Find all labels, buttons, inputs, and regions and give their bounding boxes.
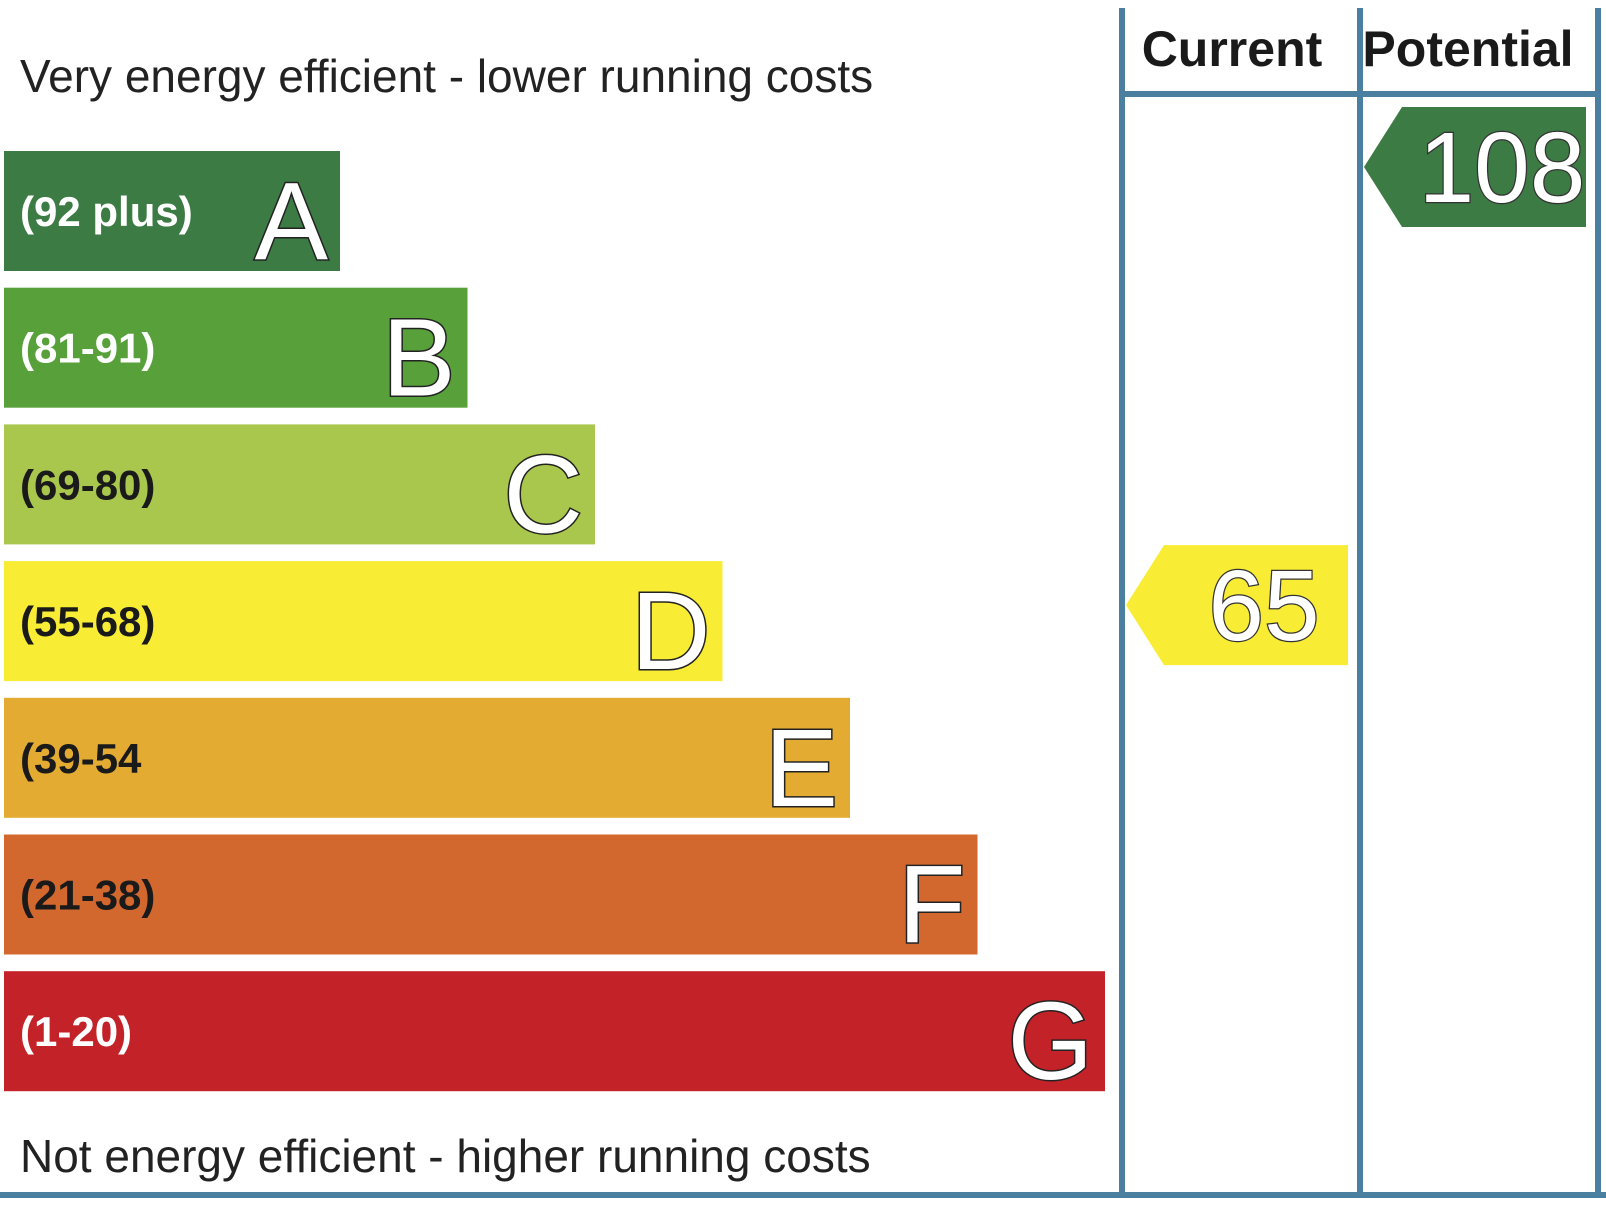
band-c-bar xyxy=(4,424,595,545)
band-f-range: (21-38) xyxy=(20,872,155,919)
band-f-bar xyxy=(4,834,978,955)
band-g-bar xyxy=(4,971,1105,1092)
potential-rating-marker: 108 xyxy=(1364,107,1587,227)
band-b-range: (81-91) xyxy=(20,325,155,372)
band-a-letter: A xyxy=(255,160,329,283)
band-b-bar xyxy=(4,287,468,408)
current-rating-arrow xyxy=(1126,545,1348,666)
current-column-header: Current xyxy=(1142,21,1323,77)
band-c-letter: C xyxy=(504,433,583,556)
band-d-letter: D xyxy=(631,570,710,693)
band-e-range: (39-54 xyxy=(20,735,142,782)
potential-rating-arrow xyxy=(1364,107,1586,227)
band-d-bar xyxy=(4,561,723,682)
band-g-range: (1-20) xyxy=(20,1008,132,1055)
band-c-range: (69-80) xyxy=(20,461,155,508)
top-caption: Very energy efficient - lower running co… xyxy=(20,50,873,102)
band-a-range: (92 plus) xyxy=(20,188,193,235)
rating-bands: (92 plus) A (81-91) B (69-80) C (55-68) D (39-54… xyxy=(4,151,1105,1105)
band-d-range: (55-68) xyxy=(20,598,155,645)
band-a-bar xyxy=(4,151,340,271)
band-e-bar xyxy=(4,697,850,818)
current-rating-marker: 65 xyxy=(1126,545,1348,666)
band-b-letter: B xyxy=(382,297,455,420)
potential-rating-value: 108 xyxy=(1419,112,1586,224)
potential-column-header: Potential xyxy=(1362,21,1573,77)
band-e-letter: E xyxy=(765,707,838,830)
current-rating-value: 65 xyxy=(1208,550,1319,662)
band-f-letter: F xyxy=(898,844,965,967)
column-frame xyxy=(0,8,1606,1198)
bottom-caption: Not energy efficient - higher running co… xyxy=(20,1130,871,1182)
band-g-letter: G xyxy=(1007,980,1093,1103)
